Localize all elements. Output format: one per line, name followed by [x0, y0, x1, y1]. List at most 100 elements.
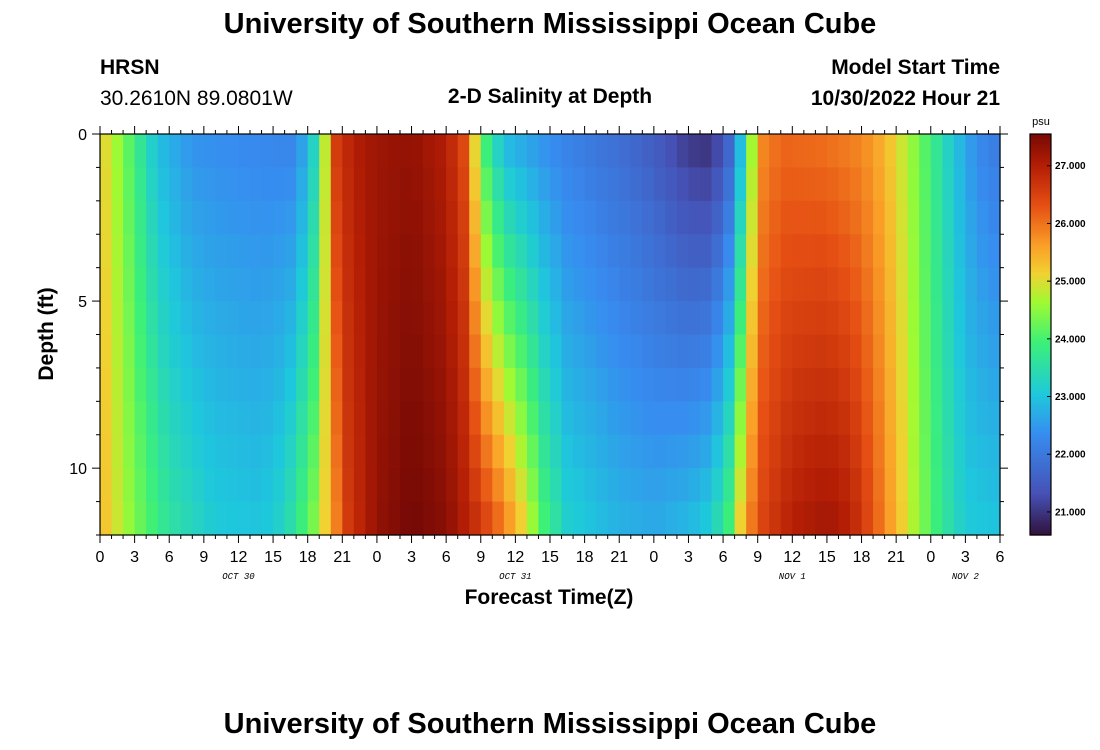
heatmap-cell [411, 234, 424, 269]
heatmap-cell [134, 200, 147, 235]
heatmap-cell [526, 134, 540, 169]
heatmap-cell [400, 167, 413, 202]
heatmap-cell [319, 367, 332, 402]
heatmap-cell [550, 134, 563, 169]
heatmap-cell [561, 234, 574, 269]
colorbar-segment [1030, 522, 1051, 526]
x-date-label: OCT 30 [222, 572, 255, 582]
page-title-repeat: University of Southern Mississippi Ocean… [223, 708, 877, 740]
colorbar-segment [1030, 342, 1051, 346]
heatmap-cell [792, 200, 805, 235]
heatmap-cell [700, 200, 713, 235]
heatmap-cell [550, 367, 563, 402]
heatmap-cell [457, 267, 470, 302]
heatmap-cell [769, 367, 782, 402]
heatmap-cell [573, 234, 586, 269]
heatmap-cell [873, 434, 886, 469]
colorbar-segment [1030, 181, 1051, 185]
heatmap-cell [607, 167, 620, 202]
heatmap-cell [907, 301, 920, 336]
colorbar-frame [1029, 133, 1052, 536]
heatmap-cell [803, 434, 816, 469]
heatmap-cell [538, 367, 551, 402]
colorbar-segment [1030, 454, 1051, 458]
heatmap-cell [769, 134, 782, 169]
heatmap-cell [953, 134, 966, 169]
heatmap-cell [469, 401, 482, 436]
heatmap-cell [815, 401, 828, 436]
heatmap-cell [723, 200, 736, 235]
colorbar-segment [1030, 519, 1051, 524]
heatmap-cell [723, 468, 736, 503]
heatmap-cell [850, 234, 863, 269]
heatmap-cell [365, 401, 378, 436]
heatmap-cell [180, 401, 193, 436]
colorbar-segment [1030, 429, 1051, 433]
heatmap-cell [376, 401, 390, 436]
colorbar-segment [1030, 529, 1051, 534]
heatmap-cell [342, 301, 355, 336]
heatmap-cell [746, 334, 759, 369]
heatmap-cell [261, 334, 274, 369]
heatmap-cell [515, 200, 528, 235]
heatmap-cell [180, 134, 193, 169]
heatmap-cell [607, 234, 620, 269]
heatmap-cell [653, 234, 666, 269]
heatmap-cell [215, 234, 228, 269]
heatmap-cell [123, 167, 136, 202]
colorbar-segment [1030, 449, 1051, 453]
heatmap-cell [261, 167, 274, 202]
heatmap-cell [907, 367, 920, 402]
heatmap-cell [803, 167, 816, 202]
heatmap-cell [273, 468, 286, 503]
heatmap-cell [273, 167, 286, 202]
heatmap-cell [111, 434, 124, 469]
colorbar-segment [1030, 296, 1051, 301]
heatmap-cell [157, 134, 170, 169]
x-tick-label: 18 [576, 549, 594, 566]
colorbar-segment [1030, 412, 1051, 416]
heatmap-cell [688, 134, 701, 169]
colorbar-segment [1030, 532, 1051, 536]
heatmap-cell [700, 134, 713, 169]
x-date-label: NOV 1 [779, 572, 806, 582]
heatmap-cell [711, 234, 724, 269]
heatmap-cell [123, 367, 136, 402]
heatmap-cell [838, 501, 851, 536]
heatmap-cell [319, 167, 332, 202]
heatmap-cell [492, 434, 505, 469]
heatmap-cell [826, 234, 840, 269]
heatmap-cell [769, 200, 782, 235]
heatmap-cell [353, 367, 366, 402]
heatmap-cell [134, 167, 147, 202]
colorbar-segment [1030, 374, 1051, 378]
heatmap-cell [884, 134, 897, 169]
heatmap-cell [226, 134, 240, 169]
colorbar-segment [1030, 151, 1051, 155]
colorbar-segment [1030, 477, 1051, 481]
heatmap-cell [469, 267, 482, 302]
y-tick-label: 0 [78, 127, 87, 144]
heatmap-cell [769, 468, 782, 503]
heatmap-cell [700, 234, 713, 269]
colorbar-segment [1030, 409, 1051, 413]
colorbar-segment [1030, 174, 1051, 178]
colorbar-unit: psu [1032, 116, 1050, 128]
heatmap-cell [215, 334, 228, 369]
colorbar-segment [1030, 502, 1051, 506]
heatmap-cell [111, 367, 124, 402]
heatmap-cell [792, 468, 805, 503]
heatmap-cell [330, 267, 343, 302]
heatmap-cell [423, 301, 436, 336]
heatmap-cell [330, 501, 343, 536]
heatmap-cell [123, 301, 136, 336]
heatmap-cell [342, 134, 355, 169]
y-tick-label: 5 [78, 294, 87, 311]
heatmap-cell [434, 267, 447, 302]
heatmap-cell [584, 200, 597, 235]
heatmap-cell [226, 267, 240, 302]
heatmap-cell [688, 167, 701, 202]
heatmap-cell [676, 301, 690, 336]
heatmap-cell [630, 367, 643, 402]
heatmap-cell [365, 501, 378, 536]
